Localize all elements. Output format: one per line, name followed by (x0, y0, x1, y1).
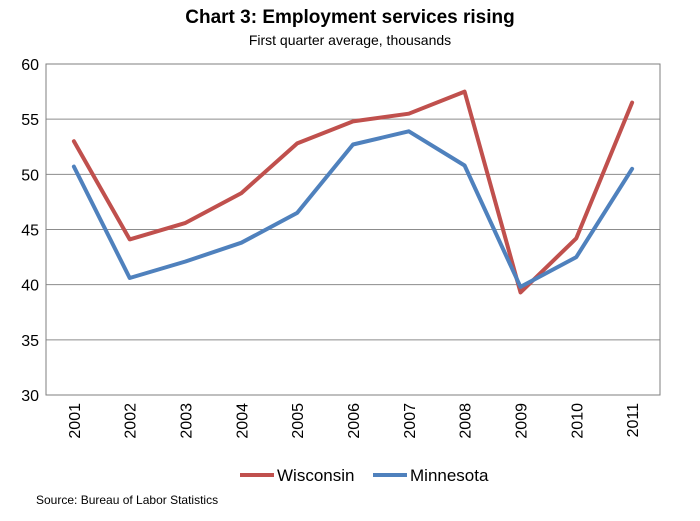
x-tick-label: 2002 (123, 403, 140, 439)
x-tick-label: 2008 (458, 403, 475, 439)
series-line-wisconsin (71, 89, 635, 295)
legend-label-minnesota: Minnesota (410, 466, 489, 485)
legend-label-wisconsin: Wisconsin (277, 466, 354, 485)
y-tick-label: 35 (21, 333, 39, 350)
y-tick-label: 40 (21, 278, 39, 295)
series-lines (71, 89, 635, 295)
x-tick-label: 2010 (569, 403, 586, 439)
y-axis-ticks: 30 35 40 45 50 55 60 (21, 57, 39, 405)
y-tick-label: 30 (21, 388, 39, 405)
chart-title: Chart 3: Employment services rising (185, 7, 515, 28)
x-tick-label: 2006 (346, 403, 363, 439)
x-tick-label: 2001 (67, 403, 84, 439)
x-tick-label: 2003 (179, 403, 196, 439)
chart-subtitle: First quarter average, thousands (248, 32, 452, 48)
y-tick-label: 60 (21, 57, 39, 74)
y-tick-label: 50 (21, 167, 39, 184)
source-note: Source: Bureau of Labor Statistics (36, 493, 219, 507)
x-tick-label: 2005 (290, 403, 307, 439)
legend: Wisconsin Minnesota (240, 466, 489, 485)
plot-area-border (45, 63, 661, 396)
x-tick-label: 2009 (513, 403, 530, 439)
x-tick-label: 2007 (402, 403, 419, 439)
y-tick-label: 55 (21, 112, 39, 129)
x-axis-ticks: 2001 2002 2003 2004 2005 2006 2007 2008 2009 2010… (67, 403, 642, 439)
gridlines (46, 118, 660, 341)
x-tick-label: 2004 (234, 403, 251, 439)
x-tick-label: 2011 (625, 403, 642, 438)
y-tick-label: 45 (21, 223, 39, 240)
